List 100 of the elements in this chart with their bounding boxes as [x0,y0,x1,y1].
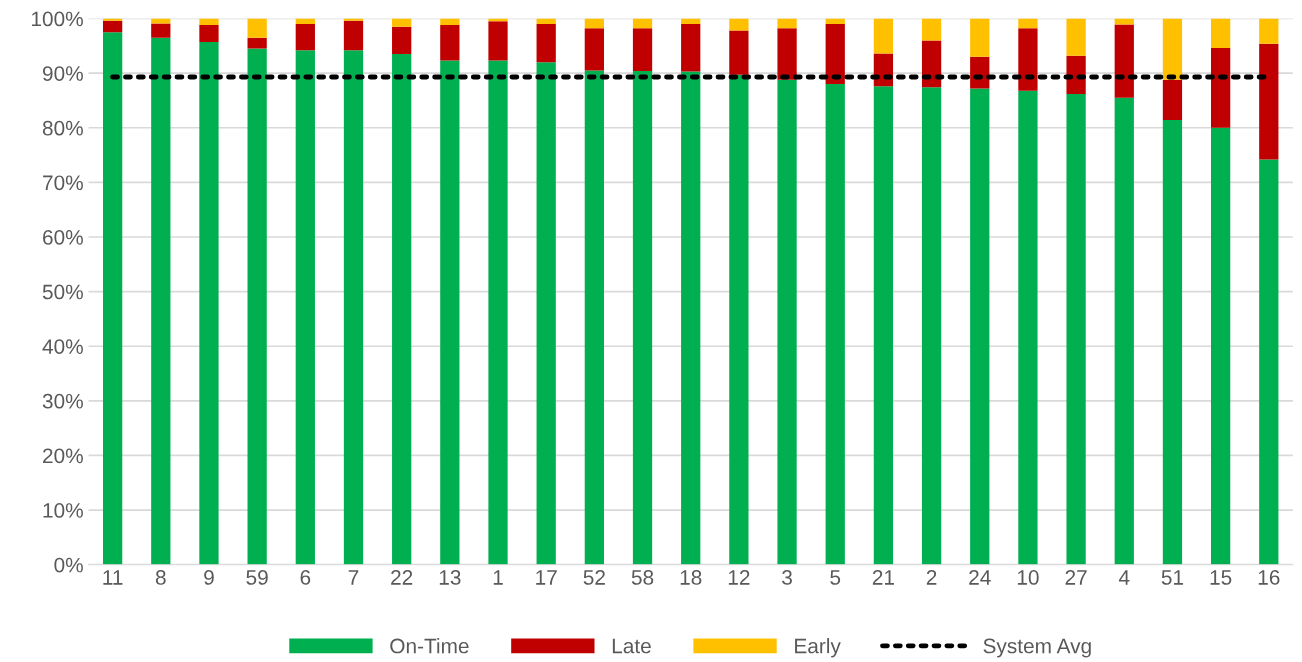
x-tick-label: 8 [155,570,166,585]
bar [247,18,267,38]
bar [632,18,653,29]
bar [632,28,653,71]
bar [873,53,894,87]
bar [777,18,797,29]
bar [681,24,701,72]
y-tick-label: 70% [43,175,83,191]
bar [825,24,845,85]
bar [970,18,990,57]
y-tick-label: 20% [43,448,83,464]
bar [1210,48,1231,128]
bar [873,18,894,54]
bar [1259,18,1279,44]
bar [151,23,171,38]
x-tick-label: 22 [391,570,413,585]
bar [729,18,749,31]
x-tick-label: 21 [872,570,894,585]
bar [247,48,267,565]
x-tick-label: 7 [348,570,359,585]
legend-label: Late [612,638,651,654]
bar [1114,97,1134,565]
bar [921,18,942,41]
bar [1018,18,1038,29]
bar [536,24,556,63]
bar [681,18,701,24]
bar [1066,93,1086,565]
bar [295,18,315,24]
legend-label: System Avg [983,638,1091,658]
x-tick-label: 6 [300,570,311,585]
bar [1259,43,1279,160]
bar [488,21,508,61]
bar [632,70,653,565]
x-tick-label: 1 [493,570,503,585]
bar [825,18,845,24]
bar [681,71,701,565]
x-tick-label: 27 [1065,570,1087,585]
bar [295,50,315,565]
x-tick-label: 10 [1017,570,1039,585]
bar [247,37,267,49]
x-tick-label: 2 [926,570,937,585]
bar [392,54,412,565]
bar [440,18,460,26]
x-tick-label: 58 [631,570,654,585]
bar [1162,79,1183,121]
bar [1114,18,1134,25]
bar [1259,159,1279,565]
y-tick-label: 60% [43,230,83,245]
y-tick-label: 100% [31,11,83,27]
x-tick-label: 18 [680,570,702,585]
bar [921,87,942,565]
bar [536,18,556,24]
bar [343,18,364,21]
bar [584,70,604,565]
bar [151,37,171,565]
y-tick-label: 40% [42,339,83,354]
bar [102,20,123,33]
bar [970,88,990,565]
bar [440,25,460,61]
x-tick-label: 3 [782,570,792,585]
bar [777,28,797,80]
y-tick-label: 80% [42,120,83,136]
bar [1162,18,1183,80]
bar [825,84,845,565]
x-tick-label: 24 [969,570,991,585]
x-tick-label: 51 [1161,570,1184,585]
x-tick-label: 5 [830,570,841,585]
bar [1210,18,1231,49]
bar [1018,28,1038,91]
bar [536,62,556,565]
bar [102,18,123,21]
x-tick-label: 11 [103,570,123,585]
y-tick-label: 30% [42,393,83,409]
x-tick-label: 15 [1210,570,1232,585]
bar [1066,55,1086,94]
bar [729,30,749,75]
bar [777,79,797,565]
bar [295,24,315,51]
y-tick-label: 90% [42,66,83,81]
bar [392,26,412,55]
bar [102,32,123,565]
bar [1114,24,1134,98]
bar [584,28,604,71]
x-tick-label: 59 [246,570,268,585]
bar [343,20,364,51]
bar [1210,127,1231,565]
x-tick-label: 4 [1118,570,1130,585]
bar [873,86,894,565]
bar [199,18,219,26]
y-tick-label: 0% [54,557,83,573]
x-tick-label: 9 [204,570,214,585]
bar [488,60,508,565]
bar [1162,120,1183,565]
bar [1066,18,1086,56]
y-tick-label: 10% [43,503,83,518]
x-tick-label: 52 [583,570,605,585]
legend-label: Early [795,638,841,658]
x-tick-label: 16 [1258,570,1280,585]
bar [584,18,604,29]
bar [199,25,219,43]
